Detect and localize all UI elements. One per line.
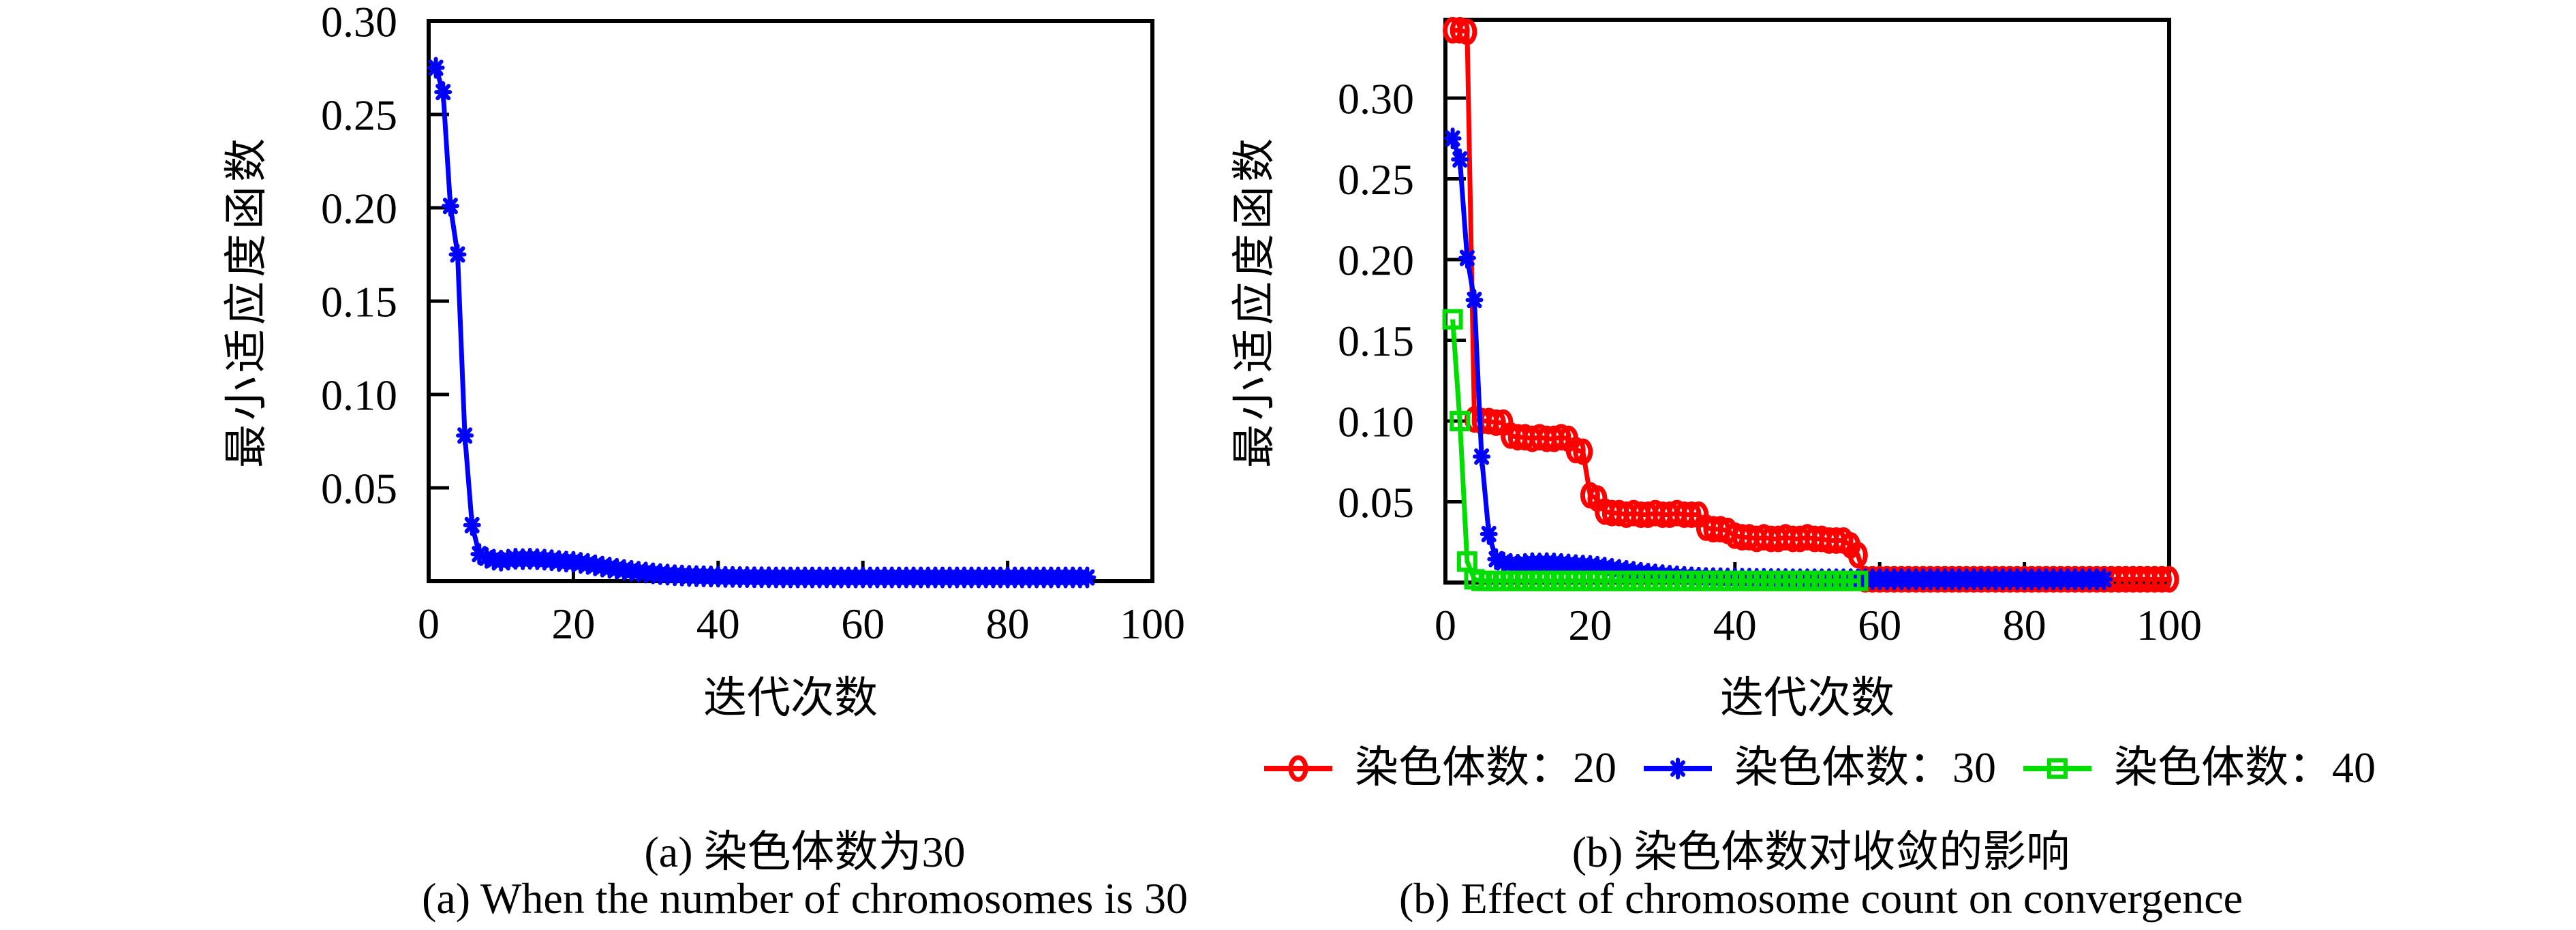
x-tick-label: 60 — [841, 600, 885, 648]
asterisk-marker-icon — [436, 83, 450, 101]
legend: 染色体数：20 染色体数：30 染色体数：40 — [1264, 743, 2376, 792]
asterisk-marker-icon — [451, 246, 465, 264]
x-tick-label: 100 — [1120, 600, 1185, 648]
chart-b-x-axis-label: 迭代次数 — [1720, 674, 1895, 722]
x-tick-label: 60 — [1858, 601, 1901, 649]
x-tick-label: 100 — [2136, 601, 2202, 649]
legend-label: 染色体数：30 — [1734, 743, 1996, 792]
legend-label: 染色体数：20 — [1355, 743, 1616, 792]
y-tick-label: 0.10 — [321, 371, 397, 419]
caption-b-english: (b) Effect of chromosome count on conver… — [1399, 874, 2243, 923]
legend-item-chromosomes-20: 染色体数：20 — [1264, 743, 1616, 792]
x-tick-label: 0 — [1435, 601, 1456, 649]
y-tick-label: 0.05 — [1338, 478, 1414, 527]
chart-a-plot — [429, 59, 1094, 587]
caption-a-chinese: (a) 染色体数为30 — [644, 828, 965, 876]
y-tick-label: 0.20 — [1338, 236, 1414, 284]
asterisk-marker-icon — [444, 197, 457, 215]
series-line-circle — [1452, 27, 2169, 582]
asterisk-marker-icon — [1446, 129, 1460, 147]
legend-asterisk-marker-icon — [1671, 760, 1685, 777]
chart-a-y-axis-label: 最小适应度函数 — [222, 134, 271, 468]
asterisk-marker-icon — [458, 427, 472, 444]
y-tick-label: 0.15 — [321, 277, 397, 326]
chart-a-ticks: 0.05 0.10 0.15 0.20 0.25 0.30 0 20 40 60 80 100 — [321, 0, 1185, 648]
chart-b-frame — [1443, 18, 2171, 585]
chart-b-ticks: 0.05 0.10 0.15 0.20 0.25 0.30 0 20 40 60 80 100 — [1338, 74, 2202, 649]
chart-a-x-axis-label: 迭代次数 — [703, 674, 878, 722]
asterisk-marker-icon — [1460, 249, 1474, 267]
series-line-asterisk — [1450, 138, 2104, 582]
asterisk-marker-icon — [1453, 151, 1467, 168]
asterisk-marker-icon — [465, 516, 479, 534]
x-tick-label: 80 — [2003, 601, 2046, 649]
x-tick-label: 20 — [551, 600, 595, 648]
asterisk-marker-icon — [2097, 570, 2111, 588]
y-tick-label: 0.30 — [1338, 74, 1414, 123]
chart-b: 0.05 0.10 0.15 0.20 0.25 0.30 0 20 40 60 80 100 最小适… — [1230, 19, 2202, 722]
asterisk-marker-icon — [1475, 448, 1488, 465]
asterisk-marker-icon — [1080, 569, 1094, 587]
caption-a-english: (a) When the number of chromosomes is 30 — [422, 874, 1188, 923]
legend-label: 染色体数：40 — [2114, 743, 2376, 792]
series-line-square — [1450, 319, 1858, 584]
x-tick-label: 80 — [986, 600, 1030, 648]
caption-b-chinese: (b) 染色体数对收敛的影响 — [1572, 828, 2070, 876]
y-tick-label: 0.25 — [321, 91, 397, 139]
asterisk-marker-icon — [1482, 525, 1496, 543]
y-tick-label: 0.30 — [321, 0, 397, 46]
y-tick-label: 0.05 — [321, 464, 397, 512]
x-tick-label: 0 — [418, 600, 440, 648]
chart-b-y-axis-label: 最小适应度函数 — [1230, 134, 1278, 468]
legend-item-chromosomes-40: 染色体数：40 — [2023, 743, 2376, 792]
x-tick-label: 40 — [1713, 601, 1757, 649]
chart-b-plot — [1445, 19, 2177, 590]
x-tick-label: 40 — [696, 600, 740, 648]
y-tick-label: 0.15 — [1338, 317, 1414, 365]
asterisk-marker-icon — [429, 59, 443, 77]
x-tick-label: 20 — [1568, 601, 1612, 649]
asterisk-marker-icon — [1468, 291, 1482, 309]
chart-a-frame — [427, 19, 1154, 583]
series-line-asterisk — [433, 67, 1088, 580]
legend-item-chromosomes-30: 染色体数：30 — [1644, 743, 1996, 792]
y-tick-label: 0.20 — [321, 184, 397, 232]
chart-a: 0.05 0.10 0.15 0.20 0.25 0.30 0 20 40 60 80 100 最小适… — [222, 0, 1185, 722]
y-tick-label: 0.25 — [1338, 155, 1414, 204]
y-tick-label: 0.10 — [1338, 397, 1414, 446]
